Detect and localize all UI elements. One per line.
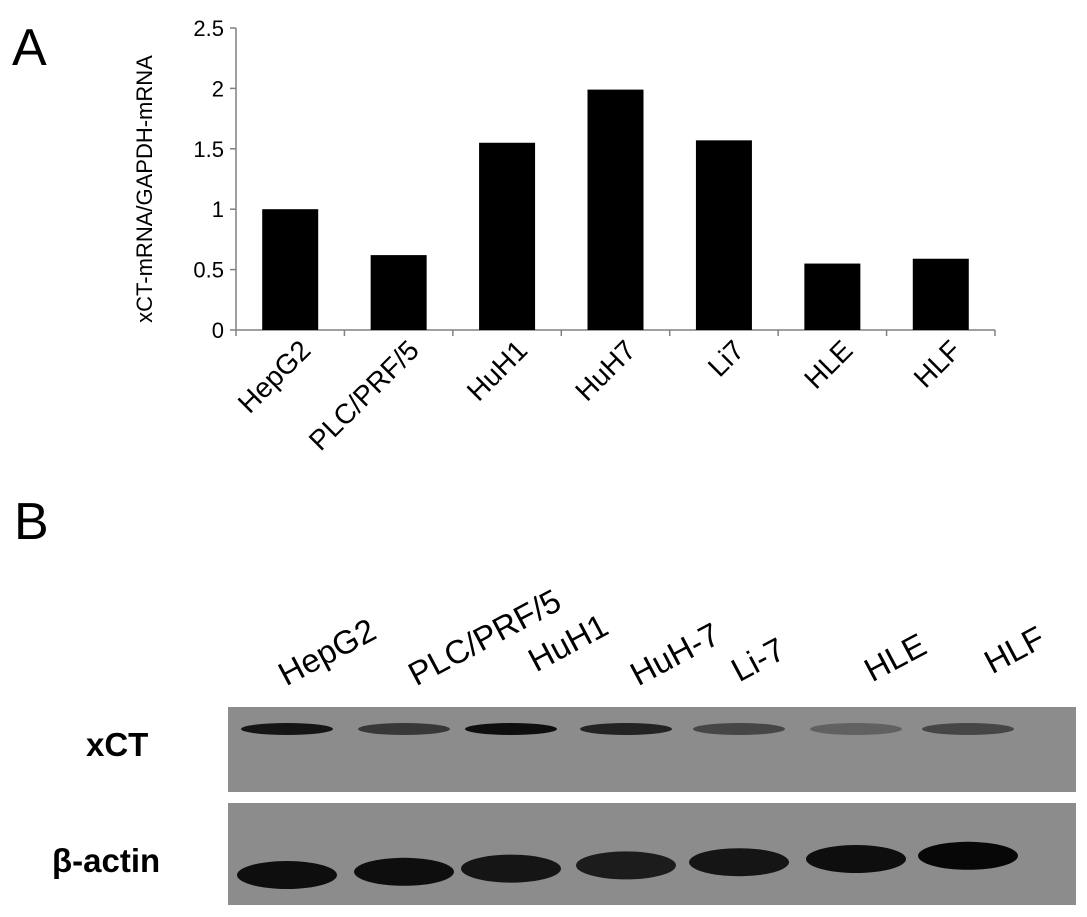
y-tick-label: 2 xyxy=(212,76,224,101)
y-tick-label: 2.5 xyxy=(193,16,224,41)
blot-band xyxy=(580,723,672,735)
panel-label-a: A xyxy=(12,19,47,77)
blot-band xyxy=(241,723,333,735)
blot-band xyxy=(465,723,557,735)
beta-actin-row-label: β-actin xyxy=(52,842,161,879)
xct-blot xyxy=(228,707,1076,792)
blot-background xyxy=(228,707,1076,792)
blot-band xyxy=(806,845,906,873)
beta-actin-blot xyxy=(228,803,1076,905)
xct-row-label: xCT xyxy=(86,726,149,763)
lane-label: HuH-7 xyxy=(624,615,726,693)
lane-label: Li-7 xyxy=(725,630,791,689)
x-tick-label: HuH7 xyxy=(569,334,642,407)
lane-label: PLC/PRF/5 xyxy=(402,581,567,693)
blot-band xyxy=(358,723,450,735)
x-tick-label: HLF xyxy=(908,334,967,393)
blot-band xyxy=(576,851,676,880)
blot-band xyxy=(237,861,337,889)
lane-label: HuH1 xyxy=(522,606,614,679)
bar xyxy=(695,140,752,330)
x-tick-label: HuH1 xyxy=(461,334,534,407)
bar xyxy=(262,209,319,330)
lane-label: HLF xyxy=(978,618,1051,681)
blot-band xyxy=(461,854,561,883)
y-axis-label: xCT-mRNA/GAPDH-mRNA xyxy=(132,55,157,323)
blot-band xyxy=(689,848,789,877)
bar xyxy=(804,263,861,330)
x-tick-label: HLE xyxy=(798,334,858,394)
x-tick-label: Li7 xyxy=(702,334,750,382)
y-tick-label: 1 xyxy=(212,197,224,222)
blot-band xyxy=(693,723,785,735)
bar xyxy=(912,258,969,330)
blot-band xyxy=(922,723,1014,735)
y-tick-label: 1.5 xyxy=(193,137,224,162)
panel-label-b: B xyxy=(14,493,49,551)
blot-band xyxy=(354,857,454,886)
bar xyxy=(479,142,536,330)
bar xyxy=(587,89,644,330)
lane-label: HLE xyxy=(858,625,933,689)
bar xyxy=(370,255,427,330)
blot-band xyxy=(918,841,1018,870)
lane-label: HepG2 xyxy=(272,610,382,693)
blot-band xyxy=(810,723,902,735)
y-tick-label: 0 xyxy=(212,318,224,343)
x-tick-label: HepG2 xyxy=(232,334,317,419)
y-tick-label: 0.5 xyxy=(193,258,224,283)
x-tick-label: PLC/PRF/5 xyxy=(303,334,425,456)
